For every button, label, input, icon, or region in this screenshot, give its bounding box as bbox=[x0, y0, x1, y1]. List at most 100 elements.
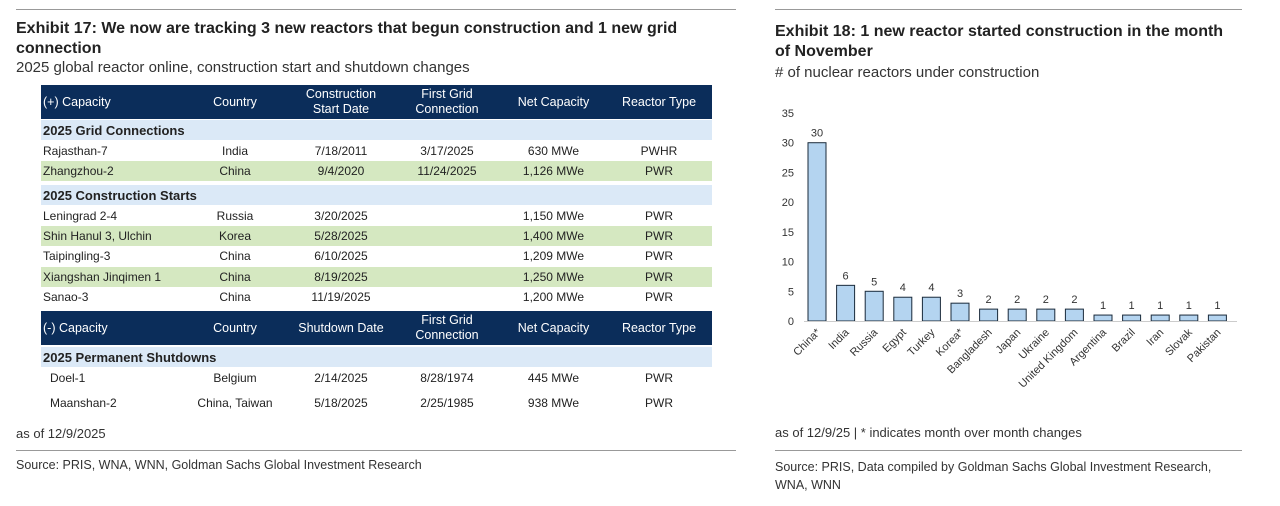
table-row: Rajasthan-7 India 7/18/2011 3/17/2025 630 MW… bbox=[41, 141, 712, 161]
table-row: Taipingling-3 China 6/10/2025 1,209 MWe PWR bbox=[41, 246, 712, 267]
bar bbox=[1122, 314, 1142, 322]
cell: 2/25/1985 bbox=[420, 396, 474, 410]
cell: 6/10/2025 bbox=[314, 249, 368, 264]
bar bbox=[1093, 314, 1113, 322]
data-label: 2 bbox=[986, 294, 992, 306]
data-label: 1 bbox=[1214, 300, 1220, 312]
bar bbox=[1207, 314, 1227, 322]
y-tick-label: 10 bbox=[782, 257, 794, 269]
cell: PWHR bbox=[640, 144, 678, 158]
cell: (+) Capacity bbox=[43, 94, 111, 109]
table-header: (-) Capacity Country Shutdown Date First Gr… bbox=[41, 311, 712, 345]
cell: PWR bbox=[645, 209, 673, 223]
top-rule bbox=[16, 9, 736, 10]
cell: Zhangzhou-2 bbox=[43, 164, 114, 178]
reactor-bar-chart: 0 5 10 15 20 25 30 35 30 China* 6 India 5 Russia 4 Egyp… bbox=[782, 108, 1237, 390]
table-header: (+) Capacity Country Construction Start Da… bbox=[41, 85, 712, 119]
section-row: 2025 Grid Connections bbox=[41, 120, 712, 140]
cell: 11/19/2025 bbox=[311, 289, 371, 304]
cell: 1,250 MWe bbox=[522, 269, 585, 284]
cell: 630 MWe bbox=[527, 144, 580, 158]
cell: 5/18/2025 bbox=[314, 396, 368, 410]
bar bbox=[864, 290, 884, 322]
table-row: Zhangzhou-2 China 9/4/2020 11/24/2025 1,126 … bbox=[41, 161, 712, 181]
table-row: Maanshan-2 China, Taiwan 5/18/2025 2/25/198… bbox=[41, 393, 712, 413]
exhibit-18-asof: as of 12/9/25 | * indicates month over m… bbox=[775, 425, 1082, 440]
bar bbox=[921, 296, 941, 322]
bar bbox=[836, 284, 856, 322]
exhibit-17-asof: as of 12/9/2025 bbox=[16, 426, 106, 441]
cell: China bbox=[219, 164, 251, 178]
cell: India bbox=[221, 144, 249, 158]
cell: Construction Start Date bbox=[305, 87, 377, 116]
y-tick-label: 0 bbox=[788, 316, 794, 328]
exhibit-18-source: Source: PRIS, Data compiled by Goldman S… bbox=[775, 460, 1212, 492]
cell: Shutdown Date bbox=[298, 320, 384, 335]
cell: Country bbox=[213, 94, 257, 109]
cell: Russia bbox=[216, 209, 254, 223]
exhibit-17-source: Source: PRIS, WNA, WNN, Goldman Sachs Gl… bbox=[16, 458, 422, 472]
data-label: 2 bbox=[1043, 294, 1049, 306]
cell: Net Capacity bbox=[517, 94, 590, 109]
data-label: 1 bbox=[1157, 300, 1163, 312]
cell: 938 MWe bbox=[527, 396, 580, 410]
data-label: 2 bbox=[1014, 294, 1020, 306]
cell: China bbox=[219, 249, 251, 264]
cell: 7/18/2011 bbox=[314, 144, 368, 158]
cell: PWR bbox=[645, 269, 673, 284]
cell: 8/19/2025 bbox=[314, 269, 368, 284]
cell: 1,126 MWe bbox=[522, 164, 585, 178]
cell: PWR bbox=[645, 249, 673, 264]
exhibit-17-subtitle: 2025 global reactor online, construction… bbox=[16, 59, 470, 76]
cell: 9/4/2020 bbox=[317, 164, 365, 178]
cell: (-) Capacity bbox=[43, 320, 108, 335]
x-tick-label: India bbox=[826, 326, 852, 352]
cell: PWR bbox=[645, 371, 673, 385]
data-label: 1 bbox=[1186, 300, 1192, 312]
exhibit-18-title: Exhibit 18: 1 new reactor started constr… bbox=[775, 23, 1224, 60]
section-row: 2025 Permanent Shutdowns bbox=[41, 347, 712, 367]
cell: Net Capacity bbox=[517, 320, 590, 335]
cell: 3/17/2025 bbox=[420, 144, 474, 158]
divider bbox=[775, 450, 1242, 451]
y-tick-label: 15 bbox=[782, 227, 794, 239]
x-tick-label: Russia bbox=[848, 326, 881, 359]
bar bbox=[950, 302, 970, 322]
cell: 8/28/1974 bbox=[420, 371, 474, 385]
x-tick-label: Egypt bbox=[881, 327, 909, 355]
data-label: 1 bbox=[1100, 300, 1106, 312]
cell: Maanshan-2 bbox=[50, 396, 117, 410]
cell: Korea bbox=[218, 229, 252, 244]
cell: PWR bbox=[645, 229, 673, 244]
cell: 5/28/2025 bbox=[314, 229, 368, 244]
cell: 1,200 MWe bbox=[522, 289, 585, 304]
cell: First Grid Connection bbox=[415, 313, 479, 342]
y-tick-label: 35 bbox=[782, 108, 794, 120]
table-row: Doel-1 Belgium 2/14/2025 8/28/1974 445 MWe PW… bbox=[41, 368, 712, 388]
cell: PWR bbox=[645, 164, 673, 178]
cell: 1,150 MWe bbox=[522, 209, 585, 223]
cell: Doel-1 bbox=[50, 371, 86, 385]
y-tick-label: 25 bbox=[782, 167, 794, 179]
data-label: 5 bbox=[871, 276, 877, 288]
cell: Reactor Type bbox=[621, 94, 697, 109]
cell: 445 MWe bbox=[527, 371, 580, 385]
section-label: 2025 Construction Starts bbox=[43, 188, 197, 203]
cell: Leningrad 2-4 bbox=[43, 209, 118, 223]
bar bbox=[1036, 308, 1056, 322]
table-row: Leningrad 2-4 Russia 3/20/2025 1,150 MWe PWR bbox=[41, 206, 712, 226]
exhibit-18-subtitle: # of nuclear reactors under construction bbox=[775, 64, 1040, 81]
y-tick-label: 20 bbox=[782, 197, 794, 209]
bar bbox=[1007, 308, 1027, 322]
x-tick-label: Turkey bbox=[906, 326, 938, 358]
cell: Belgium bbox=[213, 371, 257, 385]
cell: PWR bbox=[645, 396, 673, 410]
cell: Taipingling-3 bbox=[43, 249, 111, 264]
bar bbox=[1179, 314, 1199, 322]
cell: Reactor Type bbox=[621, 320, 697, 335]
x-tick-label: Brazil bbox=[1110, 327, 1138, 355]
bar bbox=[979, 308, 999, 322]
y-tick-label: 30 bbox=[782, 138, 794, 150]
table-row: Shin Hanul 3, Ulchin Korea 5/28/2025 1,400 … bbox=[41, 226, 712, 247]
table-row: Xiangshan Jinqimen 1 China 8/19/2025 1,250 … bbox=[41, 266, 712, 287]
